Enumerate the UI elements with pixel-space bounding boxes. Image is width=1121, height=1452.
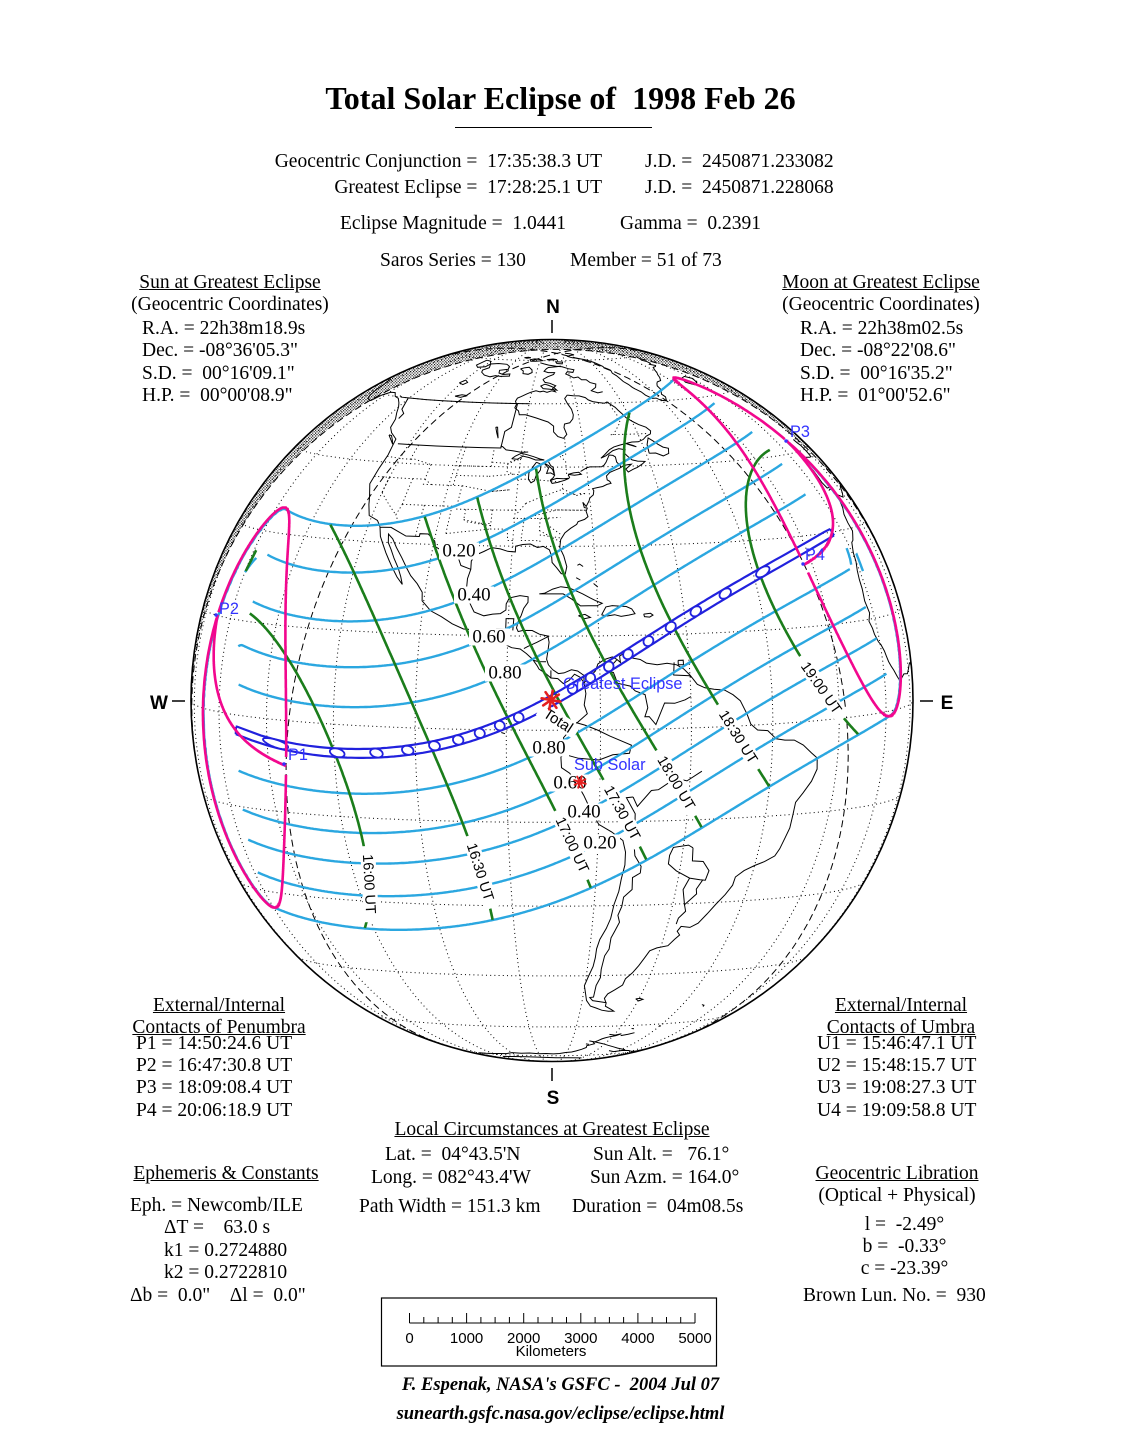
svg-text:P3: P3 (790, 423, 810, 441)
svg-text:W: W (150, 693, 168, 714)
svg-text:2000: 2000 (507, 1330, 540, 1347)
svg-text:0.40: 0.40 (567, 801, 600, 822)
svg-text:N: N (546, 297, 560, 318)
svg-text:0: 0 (405, 1330, 413, 1347)
svg-text:E: E (941, 693, 954, 714)
svg-text:5000: 5000 (678, 1330, 711, 1347)
svg-text:3000: 3000 (564, 1330, 597, 1347)
svg-text:4000: 4000 (621, 1330, 654, 1347)
svg-text:P1: P1 (288, 746, 308, 764)
svg-text:0.60: 0.60 (472, 626, 505, 647)
svg-text:18:00 UT: 18:00 UT (653, 754, 697, 814)
svg-text:0.40: 0.40 (457, 584, 490, 605)
svg-text:Kilometers: Kilometers (516, 1343, 587, 1360)
svg-text:Greatest Eclipse: Greatest Eclipse (563, 675, 682, 693)
svg-text:18:30 UT: 18:30 UT (715, 708, 760, 767)
svg-text:1000: 1000 (450, 1330, 483, 1347)
svg-text:16:00 UT: 16:00 UT (359, 854, 378, 915)
svg-text:0.80: 0.80 (532, 737, 565, 758)
svg-text:S: S (547, 1088, 560, 1109)
svg-text:P4: P4 (805, 546, 825, 564)
svg-text:0.80: 0.80 (488, 662, 521, 683)
svg-text:0.20: 0.20 (583, 832, 616, 853)
svg-text:19:00 UT: 19:00 UT (797, 659, 844, 717)
svg-text:Sub Solar: Sub Solar (574, 756, 646, 774)
svg-text:P2: P2 (219, 600, 239, 618)
svg-text:0.20: 0.20 (442, 540, 475, 561)
svg-text:16:30 UT: 16:30 UT (463, 841, 496, 903)
